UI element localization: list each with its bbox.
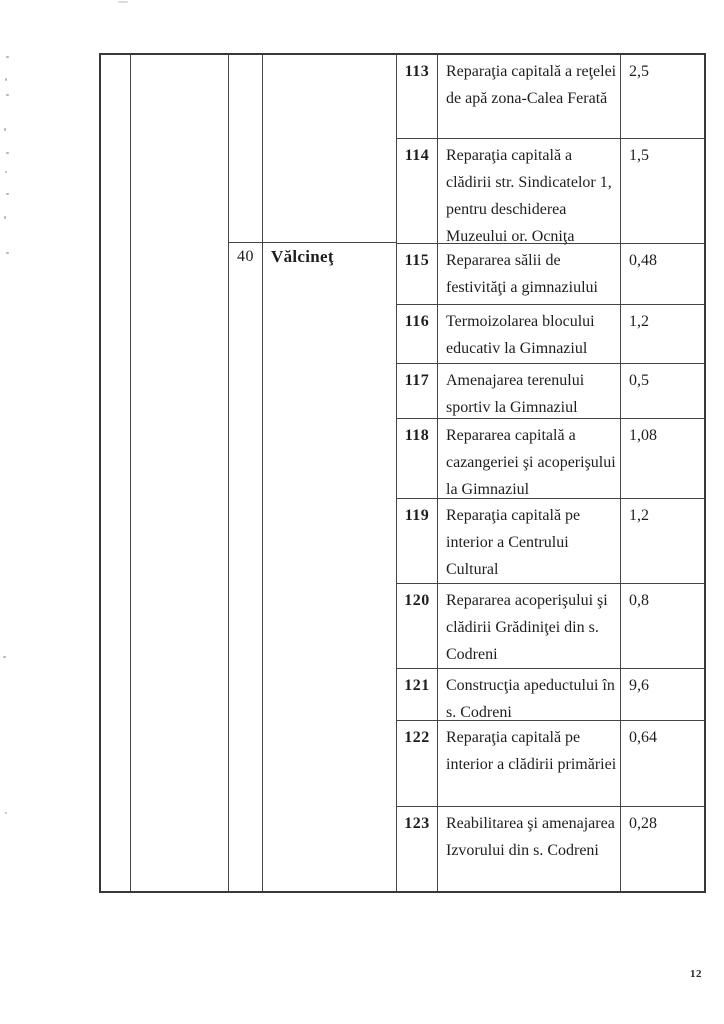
amount-cell: 2,5 (629, 63, 649, 80)
table-row: 120 Repararea acoperişului şi clădirii G… (397, 583, 704, 668)
scan-artifact (6, 252, 9, 254)
locality-index-empty-cell (229, 55, 262, 243)
project-description-cell: Reparaţia capitală pe interior a clădiri… (438, 721, 621, 806)
scan-artifact (6, 94, 9, 96)
scan-artifact (4, 216, 6, 219)
amount-cell: 1,08 (629, 427, 657, 444)
locality-name-column: Vălcineţ (263, 55, 397, 891)
row-number-cell: 122 (397, 721, 438, 806)
scan-artifact (5, 171, 7, 173)
row-number-cell: 115 (397, 244, 438, 304)
row-number-cell: 120 (397, 584, 438, 668)
scan-artifact (5, 78, 7, 81)
scan-artifact (3, 656, 6, 658)
table-row: 118 Repararea capitală a cazangeriei şi … (397, 418, 704, 498)
row-number-cell: 123 (397, 807, 438, 891)
project-description-cell: Reparaţia capitală a clădirii str. Sindi… (438, 139, 621, 245)
table-row: 121 Construcţia apeductului în s. Codren… (397, 668, 704, 721)
table-row: 116 Termoizolarea blocului educativ la G… (397, 304, 704, 363)
locality-index-cell: 40 (237, 248, 254, 265)
amount-cell: 1,5 (629, 147, 649, 164)
project-description-cell: Amenajarea terenului sportiv la Gimnaziu… (438, 364, 621, 418)
page-number: 12 (690, 968, 702, 980)
amount-cell: 0,5 (629, 372, 649, 389)
amount-cell: 0,8 (629, 592, 649, 609)
scan-artifact (6, 56, 9, 58)
project-description-cell: Reparaţia capitală a reţelei de apă zona… (438, 55, 621, 138)
amount-cell: 9,6 (629, 677, 649, 694)
project-description-cell: Termoizolarea blocului educativ la Gimna… (438, 305, 621, 363)
scan-artifact (4, 128, 6, 131)
project-description-cell: Reparaţia capitală pe interior a Centrul… (438, 499, 621, 583)
table-row: 122 Reparaţia capitală pe interior a clă… (397, 720, 704, 806)
project-description-cell: Repararea capitală a cazangeriei şi acop… (438, 419, 621, 498)
amount-cell: 0,64 (629, 729, 657, 746)
empty-column-1 (101, 55, 131, 891)
table-row: 123 Reabilitarea şi amenajarea Izvorului… (397, 806, 704, 891)
scan-artifact (6, 152, 9, 154)
amount-cell: 1,2 (629, 313, 649, 330)
empty-column-2 (131, 55, 229, 891)
scan-artifact (5, 812, 7, 814)
table-row: 119 Reparaţia capitală pe interior a Cen… (397, 498, 704, 583)
project-description-cell: Repararea sălii de festivităţi a gimnazi… (438, 244, 621, 304)
locality-name-empty-cell (263, 55, 396, 243)
row-number-cell: 113 (397, 55, 438, 138)
project-description-cell: Repararea acoperişului şi clădirii Grădi… (438, 584, 621, 668)
row-number-cell: 116 (397, 305, 438, 363)
project-description-cell: Construcţia apeductului în s. Codreni (438, 669, 621, 721)
amount-cell: 0,48 (629, 252, 657, 269)
amount-cell: 0,28 (629, 815, 657, 832)
row-number-cell: 117 (397, 364, 438, 418)
project-description-cell: Reabilitarea şi amenajarea Izvorului din… (438, 807, 621, 891)
locality-name-cell: Vălcineţ (271, 247, 334, 266)
scan-artifact (6, 193, 9, 195)
table-rows: 113 Reparaţia capitală a reţelei de apă … (397, 55, 704, 891)
projects-table: 40 Vălcineţ 113 Reparaţia capitală a reţ… (99, 53, 706, 893)
amount-cell: 1,2 (629, 507, 649, 524)
row-number-cell: 119 (397, 499, 438, 583)
row-number-cell: 121 (397, 669, 438, 720)
table-row: 117 Amenajarea terenului sportiv la Gimn… (397, 363, 704, 418)
locality-index-column: 40 (229, 55, 263, 891)
row-number-cell: 118 (397, 419, 438, 498)
row-number-cell: 114 (397, 139, 438, 243)
table-row: 115 Repararea sălii de festivităţi a gim… (397, 243, 704, 304)
table-row: 113 Reparaţia capitală a reţelei de apă … (397, 55, 704, 138)
table-row: 114 Reparaţia capitală a clădirii str. S… (397, 138, 704, 245)
scan-artifact (118, 1, 128, 3)
